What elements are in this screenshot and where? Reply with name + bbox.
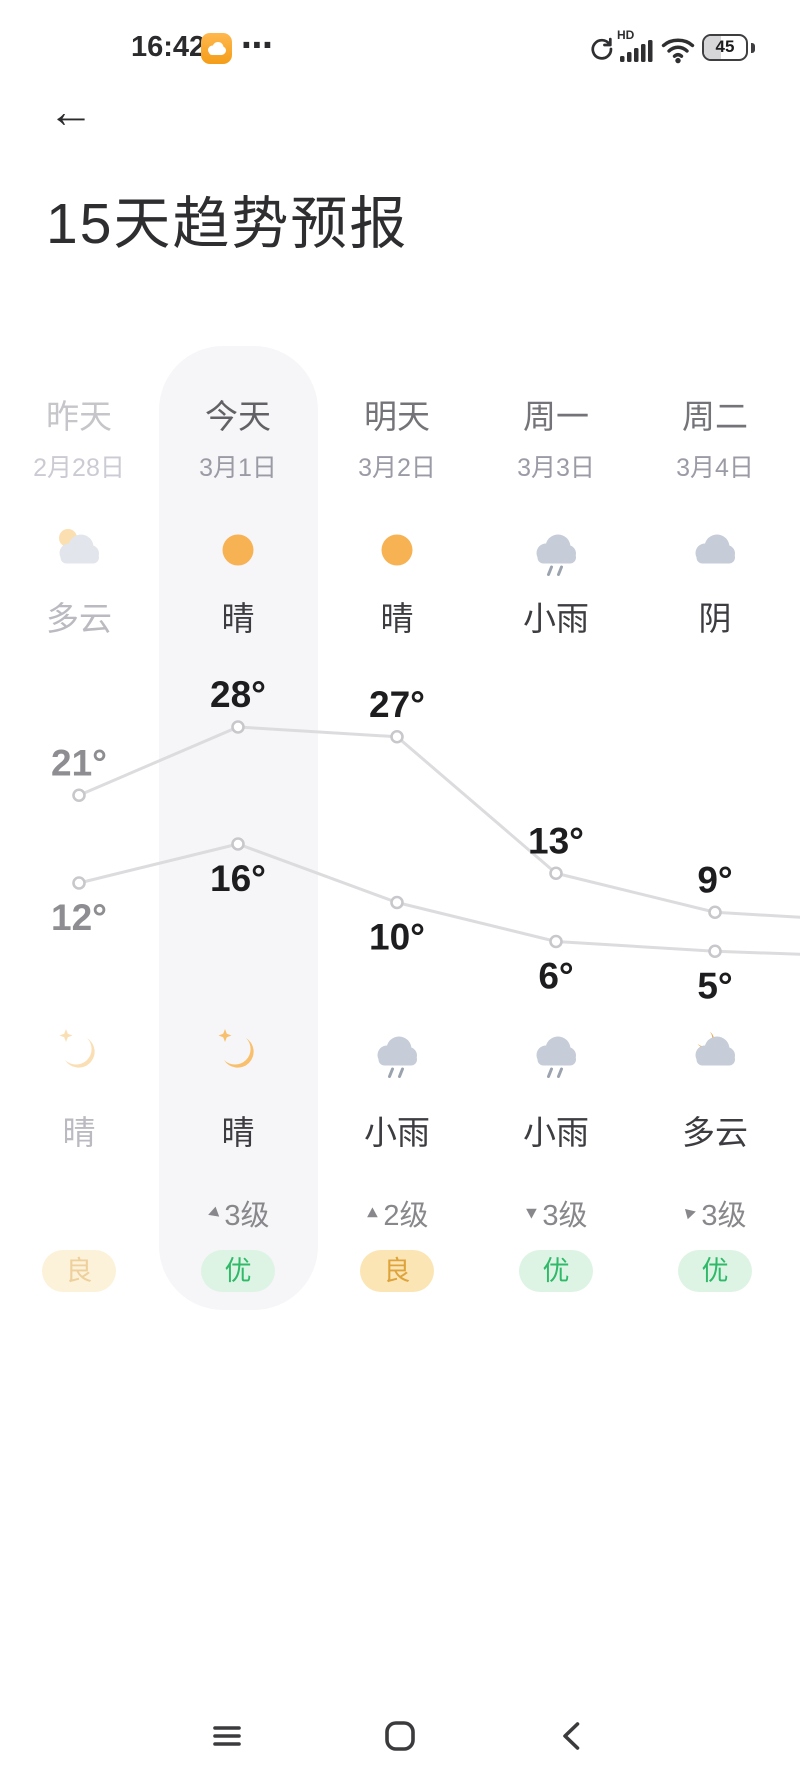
wind-level: 2级 (365, 1192, 429, 1234)
forecast-column-0[interactable]: 昨天 2月28日多云晴良 (0, 346, 159, 1310)
forecast-column-3[interactable]: 周一 3月3日 小雨 小雨 3级优 (477, 346, 636, 1310)
forecast-column-4[interactable]: 周二 3月4日阴多云 3级优 (636, 346, 795, 1310)
overcast-icon (689, 522, 741, 578)
day-condition-label: 多云 (46, 600, 112, 637)
cloudy-night-icon (689, 1024, 741, 1080)
night-condition-label: 小雨 (523, 1114, 589, 1151)
day-weather-icon-slot (530, 522, 582, 578)
night-weather-icon-slot (530, 1024, 582, 1080)
home-icon (385, 1721, 415, 1751)
day-weather-icon-slot (53, 522, 105, 578)
day-date: 2月28日 (33, 454, 125, 482)
recents-icon (213, 1726, 241, 1746)
night-weather-icon-slot (689, 1024, 741, 1080)
navigation-bar (0, 1694, 800, 1778)
day-condition-label: 晴 (221, 600, 255, 637)
rain-icon (371, 1024, 423, 1080)
night-condition-label: 晴 (221, 1114, 255, 1151)
battery-percent-label: 45 (715, 37, 735, 56)
back-chevron-icon (563, 1722, 580, 1750)
wind-level: 3级 (524, 1192, 588, 1234)
rain-icon (530, 1024, 582, 1080)
aqi-cell: 优 (678, 1250, 752, 1292)
day-condition-label: 晴 (380, 600, 414, 637)
night-weather-icon-slot (53, 1024, 105, 1080)
clear-night-icon (212, 1024, 264, 1080)
night-condition-label: 晴 (62, 1114, 96, 1151)
day-name: 周二 (682, 398, 748, 435)
sunny-icon (212, 522, 264, 578)
wind-direction-icon (526, 1208, 537, 1219)
back-button[interactable]: ← (48, 85, 94, 137)
cellular-signal-icon: HD (616, 28, 656, 69)
aqi-badge: 优 (519, 1250, 593, 1292)
status-time: 16:42 (131, 31, 206, 63)
aqi-cell: 良 (360, 1250, 434, 1292)
day-weather-icon-slot (212, 522, 264, 578)
day-name: 明天 (364, 398, 430, 435)
battery-nub (751, 43, 755, 53)
day-date: 3月3日 (517, 454, 595, 482)
clear-night-icon (53, 1024, 105, 1080)
wind-level: 3级 (206, 1192, 270, 1234)
wind-direction-icon (684, 1208, 696, 1220)
day-weather-icon-slot (371, 522, 423, 578)
svg-text:HD: HD (617, 28, 635, 42)
day-date: 3月1日 (199, 454, 277, 482)
aqi-badge: 优 (678, 1250, 752, 1292)
weather-app-icon (201, 33, 232, 64)
rain-icon (530, 522, 582, 578)
back-nav-button[interactable] (554, 1717, 592, 1755)
forecast-column-1[interactable]: 今天 3月1日晴晴 3级优 (158, 346, 318, 1310)
sunny-icon (371, 522, 423, 578)
aqi-badge: 良 (360, 1250, 434, 1292)
day-weather-icon-slot (689, 522, 741, 578)
day-name: 今天 (205, 398, 271, 435)
page-title: 15天趋势预报 (46, 192, 409, 256)
home-button[interactable] (381, 1717, 419, 1755)
wind-direction-icon (208, 1206, 220, 1217)
day-condition-label: 小雨 (523, 600, 589, 637)
night-condition-label: 小雨 (364, 1114, 430, 1151)
aqi-cell: 优 (201, 1250, 275, 1292)
cloud-glyph (208, 42, 226, 55)
night-weather-icon-slot (371, 1024, 423, 1080)
day-condition-label: 阴 (698, 600, 732, 637)
cloudy-day-icon (53, 522, 105, 578)
night-weather-icon-slot (212, 1024, 264, 1080)
wind-direction-icon (367, 1207, 378, 1218)
aqi-cell: 优 (519, 1250, 593, 1292)
aqi-cell: 良 (42, 1250, 116, 1292)
day-name: 周一 (523, 398, 589, 435)
status-bar: 16:42 ⋯ HD (0, 0, 800, 80)
status-more-icon: ⋯ (241, 27, 274, 63)
night-condition-label: 多云 (682, 1114, 748, 1151)
forecast-column-2[interactable]: 明天 3月2日晴小雨 2级良 (318, 346, 477, 1310)
wifi-icon (660, 34, 696, 69)
day-name: 昨天 (46, 398, 112, 435)
wind-level: 3级 (683, 1192, 747, 1234)
battery-fill-level (704, 36, 721, 59)
aqi-badge: 良 (42, 1250, 116, 1292)
data-sync-icon (588, 36, 614, 67)
day-date: 3月2日 (358, 454, 436, 482)
recents-button[interactable] (208, 1717, 246, 1755)
day-date: 3月4日 (676, 454, 754, 482)
aqi-badge: 优 (201, 1250, 275, 1292)
battery-indicator: 45 (702, 34, 748, 61)
